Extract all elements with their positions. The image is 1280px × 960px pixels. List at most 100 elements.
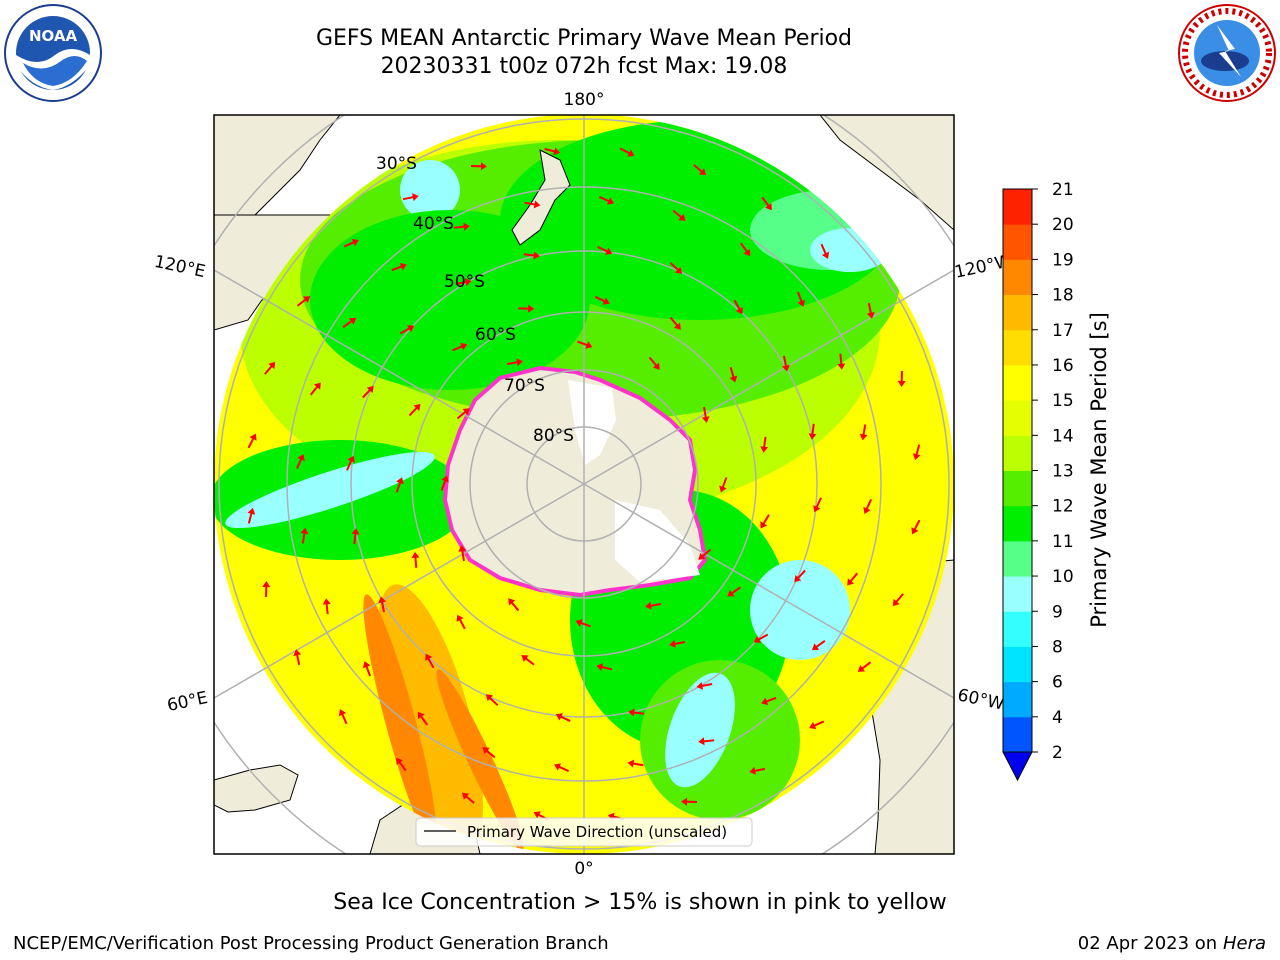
colorbar-tick-label: 13: [1052, 462, 1074, 482]
colorbar-band: [1003, 505, 1032, 542]
wave-direction-arrow: [813, 497, 822, 513]
wave-direction-arrow: [863, 499, 873, 514]
wave-direction-arrow: [351, 528, 360, 545]
wave-direction-arrow: [837, 353, 846, 370]
colorbar-band: [1003, 364, 1032, 401]
colorbar-band: [1003, 294, 1032, 331]
wave-direction-arrow: [729, 366, 738, 383]
colorbar-band: [1003, 224, 1032, 260]
footer-date: 02 Apr 2023 on Hera: [1078, 933, 1266, 954]
wave-direction-arrow: [300, 527, 309, 544]
colorbar-tick-label: 18: [1052, 286, 1074, 306]
wave-direction-arrow: [247, 433, 257, 449]
wave-direction-arrow: [508, 598, 520, 612]
wave-direction-arrow: [455, 278, 472, 287]
wave-direction-arrow: [648, 356, 660, 370]
wave-direction-arrow: [322, 598, 331, 615]
colorbar-band: [1003, 189, 1032, 225]
colorbar-band: [1003, 646, 1032, 683]
wave-direction-arrow: [411, 551, 420, 568]
wave-direction-arrow: [628, 708, 645, 717]
colorbar-band: [1003, 470, 1032, 507]
wave-direction-arrow: [599, 195, 614, 205]
wave-direction-arrow: [461, 792, 475, 804]
wave-direction-arrow: [859, 424, 868, 441]
wave-direction-arrow: [781, 355, 790, 372]
wave-direction-arrow: [247, 507, 256, 524]
wave-direction-arrow: [808, 423, 817, 440]
legend-label: Primary Wave Direction (unscaled): [467, 823, 727, 841]
wave-direction-arrow: [396, 757, 407, 772]
colorbar-label: Primary Wave Mean Period [s]: [1087, 312, 1111, 628]
lat-label-40s: 40°S: [413, 214, 454, 234]
lat-label-50s: 50°S: [444, 272, 485, 292]
wave-direction-arrow: [669, 262, 683, 274]
wave-direction-arrow: [820, 243, 830, 259]
sea-ice-caption: Sea Ice Concentration > 15% is shown in …: [333, 890, 947, 915]
map-frame: [213, 114, 955, 855]
colorbar-tick-label: 15: [1052, 391, 1074, 411]
wave-direction-arrow: [264, 361, 276, 375]
wave-direction-arrow: [425, 653, 435, 669]
wave-direction-arrow: [727, 586, 742, 597]
footer-credit: NCEP/EMC/Verification Post Processing Pr…: [13, 933, 609, 954]
wave-direction-arrow: [343, 238, 359, 248]
wave-direction-arrow: [346, 455, 355, 471]
wave-direction-arrow: [262, 581, 271, 598]
wave-direction-arrow: [749, 766, 766, 775]
wave-direction-arrow: [669, 639, 686, 648]
wave-direction-arrow: [753, 633, 769, 643]
colorbar-band: [1003, 681, 1032, 718]
lat-label-30s: 30°S: [376, 154, 417, 174]
wave-direction-arrow: [681, 797, 698, 806]
wave-direction-arrow: [575, 619, 591, 628]
wave-direction-arrow: [796, 291, 806, 307]
lat-label-70s: 70°S: [504, 376, 545, 396]
wave-direction-arrow: [698, 548, 712, 560]
wave-direction-arrow: [857, 661, 872, 672]
wave-direction-arrow: [761, 196, 772, 211]
colorbar-band: [1003, 611, 1032, 647]
wave-direction-arrow: [453, 222, 470, 231]
wave-direction-arrow: [524, 200, 541, 209]
wave-direction-arrow: [866, 302, 875, 319]
colorbar-tick-label: 8: [1052, 637, 1063, 657]
wave-direction-arrow: [458, 545, 467, 562]
wave-direction-arrow: [523, 251, 540, 260]
wave-direction-arrow: [596, 663, 613, 671]
wave-direction-arrow: [470, 162, 487, 171]
wave-direction-arrow: [719, 477, 728, 493]
colorbar-band: [1003, 400, 1032, 436]
lon-label-60e: 60°E: [165, 688, 209, 716]
wave-direction-arrow: [391, 262, 407, 272]
wave-direction-arrow: [892, 593, 904, 607]
colorbar-band: [1003, 576, 1032, 612]
wave-direction-arrow: [911, 519, 921, 535]
colorbar-tick-label: 10: [1052, 567, 1074, 587]
footer-date-text: 02 Apr 2023 on: [1077, 933, 1223, 954]
wave-direction-arrow: [338, 709, 348, 725]
wave-direction-arrow: [482, 747, 496, 759]
wave-direction-arrow: [809, 720, 825, 730]
lat-label-80s: 80°S: [533, 426, 574, 446]
wave-direction-arrow: [408, 403, 421, 417]
wave-direction-arrow: [456, 614, 466, 630]
colorbar-tick-label: 17: [1052, 321, 1074, 341]
wave-direction-arrow: [693, 164, 707, 176]
wave-direction-arrow: [760, 514, 770, 529]
wave-direction-arrow: [440, 475, 449, 491]
wave-direction-arrow: [399, 325, 415, 335]
wave-direction-arrow: [544, 147, 561, 156]
wave-direction-arrow: [594, 295, 610, 305]
colorbar-band: [1003, 540, 1032, 577]
wave-direction-arrow: [378, 596, 387, 613]
colorbar-tick-label: 11: [1052, 532, 1074, 552]
wave-direction-arrow: [761, 696, 777, 706]
wave-direction-arrow: [669, 316, 681, 330]
wave-direction-arrow: [794, 569, 806, 583]
wave-direction-arrow: [452, 342, 468, 352]
colorbar-tick-label: 9: [1052, 602, 1063, 622]
wave-direction-arrow: [698, 737, 715, 746]
wave-direction-arrow: [760, 436, 769, 453]
wave-direction-arrow: [456, 408, 470, 420]
